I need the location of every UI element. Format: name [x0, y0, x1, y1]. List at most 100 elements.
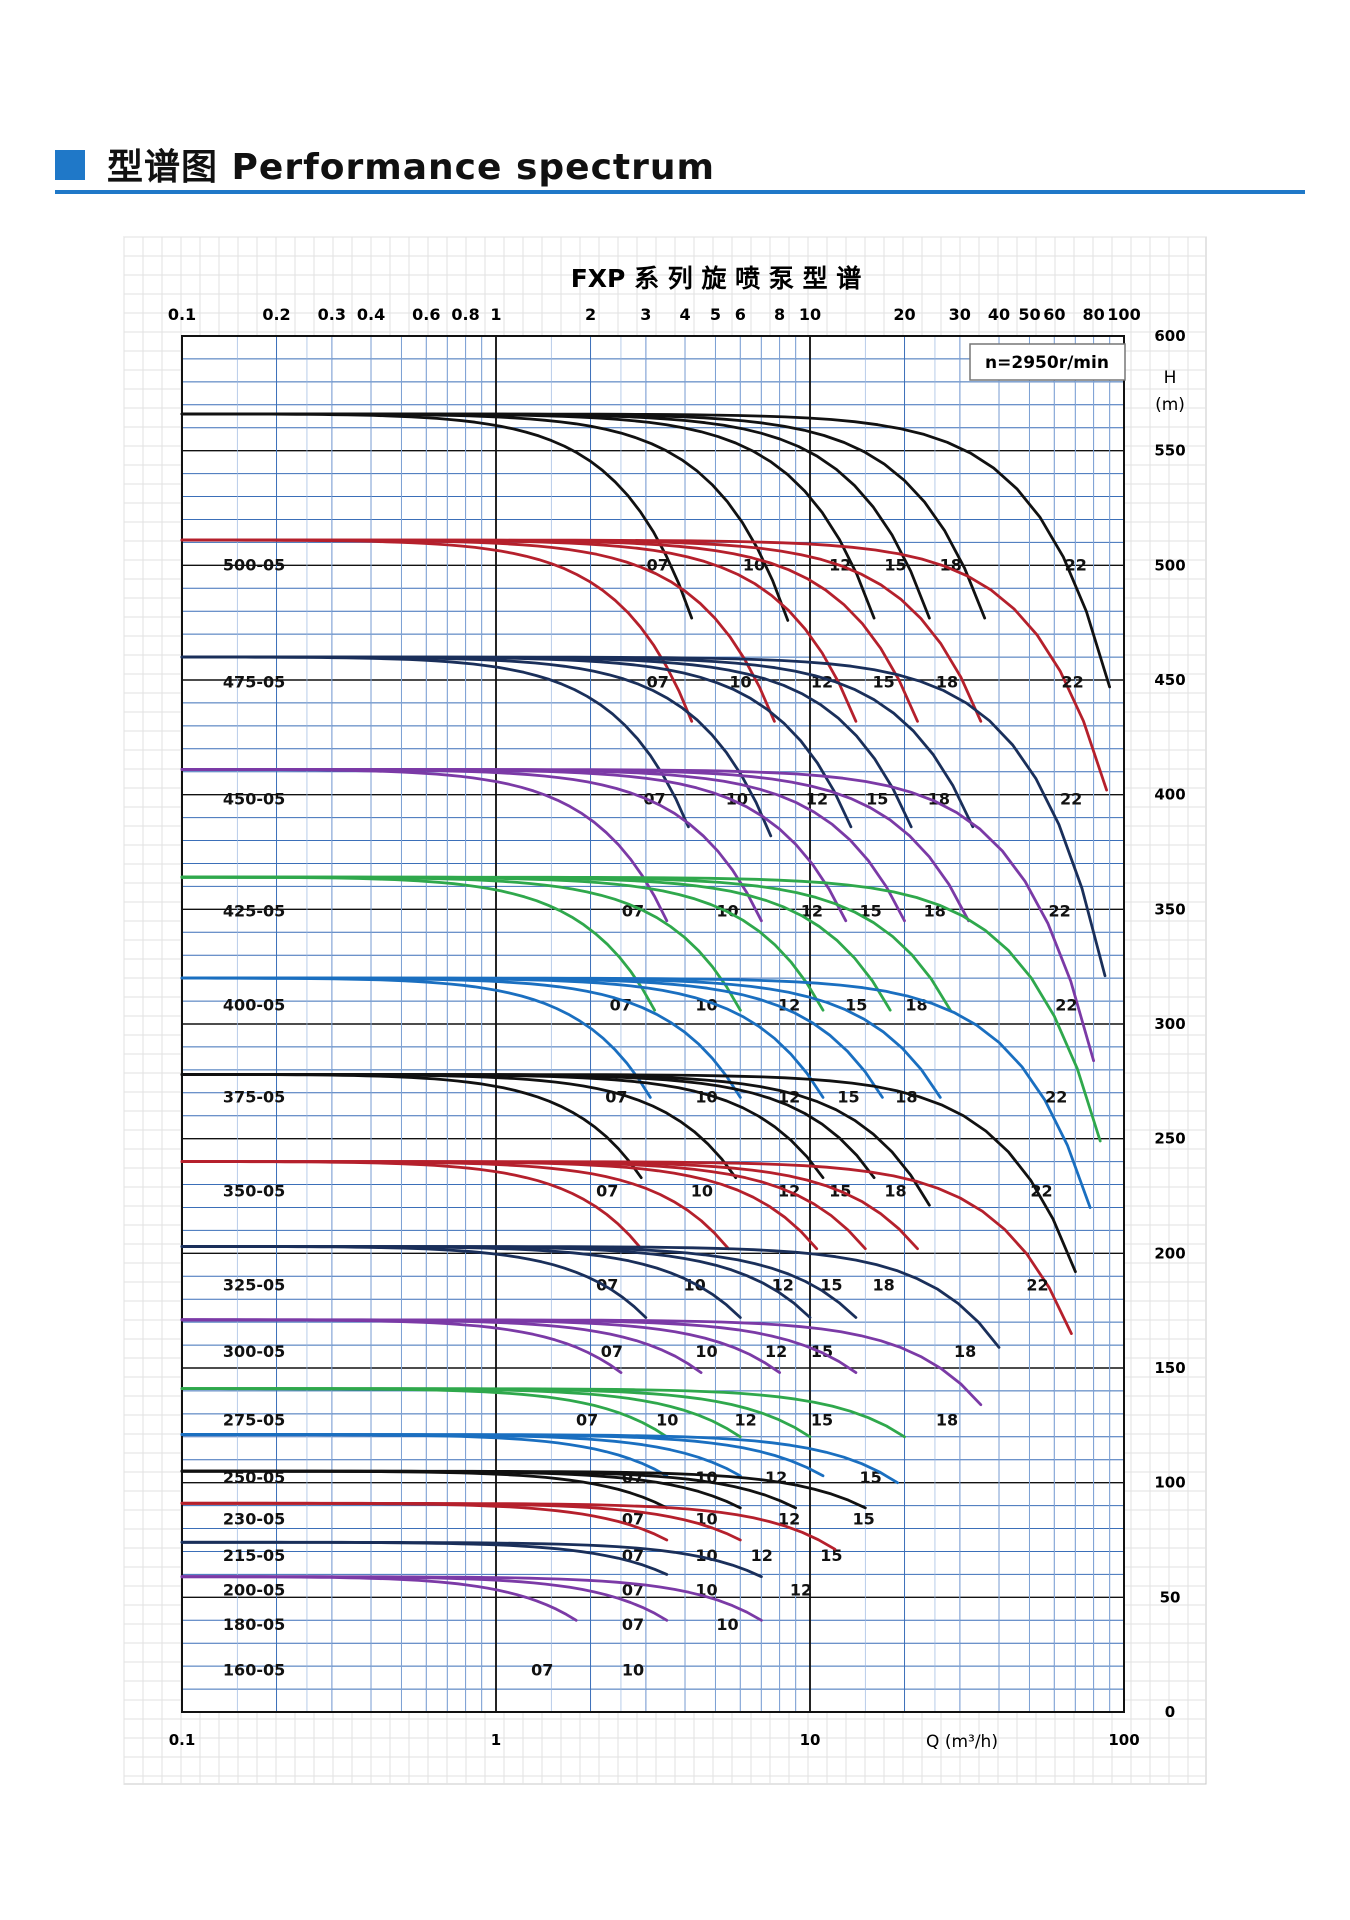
y-tick-label: 250 — [1154, 1130, 1185, 1148]
variant-label: 10 — [695, 1342, 717, 1361]
y-tick-label: 100 — [1154, 1474, 1185, 1492]
series-label: 450-05 — [223, 789, 285, 808]
series-label: 300-05 — [223, 1342, 285, 1361]
curve-450-05-22 — [180, 655, 1107, 978]
top-tick-label: 0.8 — [451, 305, 479, 324]
y-tick-label: 600 — [1154, 327, 1185, 345]
chart-title: FXP 系 列 旋 喷 泵 型 谱 — [571, 264, 862, 293]
curve-200-05-12 — [180, 1501, 837, 1551]
speed-label: n=2950r/min — [985, 353, 1109, 373]
variant-label: 18 — [936, 672, 958, 691]
y-tick-label: 0 — [1165, 1703, 1175, 1721]
variant-label: 18 — [873, 1275, 895, 1294]
series-215-05: 215-05 07 10 12 15 — [180, 1469, 867, 1565]
variant-label: 22 — [1026, 1275, 1048, 1294]
top-tick-label: 0.3 — [318, 305, 346, 324]
variant-label: 12 — [765, 1342, 787, 1361]
variant-label: 12 — [790, 1580, 812, 1599]
y-tick-label: 50 — [1160, 1588, 1181, 1606]
series-label: 250-05 — [223, 1468, 285, 1487]
series-label: 375-05 — [223, 1087, 285, 1106]
bottom-tick-label: 100 — [1108, 1731, 1139, 1749]
curve-215-05-15 — [180, 1469, 867, 1510]
variant-label: 10 — [656, 1411, 678, 1430]
series-label: 350-05 — [223, 1181, 285, 1200]
series-230-05: 230-05 07 10 12 15 — [180, 1433, 899, 1528]
series-label: 230-05 — [223, 1509, 285, 1528]
top-tick-label: 3 — [640, 305, 651, 324]
top-tick-label: 30 — [949, 305, 971, 324]
variant-label: 12 — [751, 1546, 773, 1565]
variant-label: 15 — [845, 996, 867, 1015]
variant-label: 12 — [806, 789, 828, 808]
curve-180-05-10 — [180, 1540, 763, 1579]
variant-label: 18 — [884, 1181, 906, 1200]
bottom-tick-labels: 0.1 1 10 100 — [169, 1731, 1140, 1749]
series-300-05: 300-05 07 10 12 15 18 — [180, 1245, 1001, 1361]
variant-label: 07 — [647, 672, 669, 691]
variant-label: 22 — [1060, 789, 1082, 808]
top-tick-label: 0.1 — [168, 305, 196, 324]
variant-label: 07 — [596, 1181, 618, 1200]
y-axis-h-label: H — [1164, 368, 1177, 388]
top-tick-label: 40 — [988, 305, 1010, 324]
series-label: 160-05 — [223, 1661, 285, 1680]
series-450-05: 450-05 07 10 12 15 18 22 — [180, 655, 1107, 978]
x-axis-label: Q (m³/h) — [926, 1732, 998, 1752]
curve-230-05-15 — [180, 1433, 899, 1485]
top-tick-label: 60 — [1043, 305, 1065, 324]
variant-label: 10 — [729, 672, 751, 691]
curve-400-05-22 — [180, 875, 1102, 1143]
series-375-05: 375-05 07 10 12 15 18 22 — [180, 976, 1092, 1209]
variant-label: 10 — [716, 1615, 738, 1634]
variant-label: 07 — [622, 902, 644, 921]
variant-label: 15 — [820, 1546, 842, 1565]
curve-250-05-15 — [180, 1387, 906, 1439]
series-400-05: 400-05 07 10 12 15 18 22 — [180, 875, 1102, 1143]
top-tick-label: 10 — [799, 305, 821, 324]
top-tick-label: 6 — [735, 305, 746, 324]
series-275-05: 275-05 07 10 12 15 18 — [180, 1318, 983, 1430]
variant-label: 18 — [928, 789, 950, 808]
y-tick-label: 200 — [1154, 1244, 1185, 1262]
plot-frame — [181, 335, 1125, 1713]
variant-label: 10 — [622, 1661, 644, 1680]
variant-label: 15 — [860, 1468, 882, 1487]
page-title: 型谱图 Performance spectrum — [107, 147, 716, 188]
variant-label: 15 — [811, 1411, 833, 1430]
variant-label: 18 — [936, 1411, 958, 1430]
top-tick-label: 0.4 — [357, 305, 385, 324]
variant-label: 15 — [853, 1509, 875, 1528]
series-label: 400-05 — [223, 996, 285, 1015]
y-tick-label: 300 — [1154, 1015, 1185, 1033]
top-tick-labels: 0.1 0.2 0.3 0.4 0.6 0.8 1 2 3 4 5 6 8 10 20 30 40 50 60 80 1… — [168, 305, 1141, 324]
variant-label: 15 — [837, 1087, 859, 1106]
top-tick-label: 80 — [1082, 305, 1104, 324]
series-label: 425-05 — [223, 902, 285, 921]
curve-475-05-22 — [180, 538, 1108, 792]
curve-350-05-22 — [180, 1073, 1077, 1274]
speed-box — [969, 343, 1126, 381]
curve-500-05-22 — [180, 412, 1111, 689]
y-tick-label: 350 — [1154, 900, 1185, 918]
top-tick-label: 1 — [490, 305, 501, 324]
series-160-05: 160-05 07 10 — [180, 1575, 763, 1680]
variant-label: 22 — [1055, 996, 1077, 1015]
variant-label: 07 — [601, 1342, 623, 1361]
y-axis-unit-label: (m) — [1155, 395, 1185, 415]
curve-325-05-22 — [180, 1160, 1073, 1335]
variant-label: 22 — [1065, 555, 1087, 574]
variant-label: 10 — [691, 1181, 713, 1200]
variant-label: 07 — [647, 555, 669, 574]
series-180-05: 180-05 07 10 — [180, 1540, 763, 1634]
series-label: 180-05 — [223, 1615, 285, 1634]
curve-160-05-x — [180, 1575, 763, 1622]
series-label: 215-05 — [223, 1546, 285, 1565]
series-325-05: 325-05 07 10 12 15 18 22 — [180, 1160, 1073, 1335]
variant-label: 07 — [622, 1615, 644, 1634]
variant-label: 07 — [531, 1661, 553, 1680]
page-header: 型谱图 Performance spectrum — [55, 138, 1305, 198]
top-tick-label: 4 — [679, 305, 690, 324]
top-tick-label: 0.6 — [412, 305, 440, 324]
